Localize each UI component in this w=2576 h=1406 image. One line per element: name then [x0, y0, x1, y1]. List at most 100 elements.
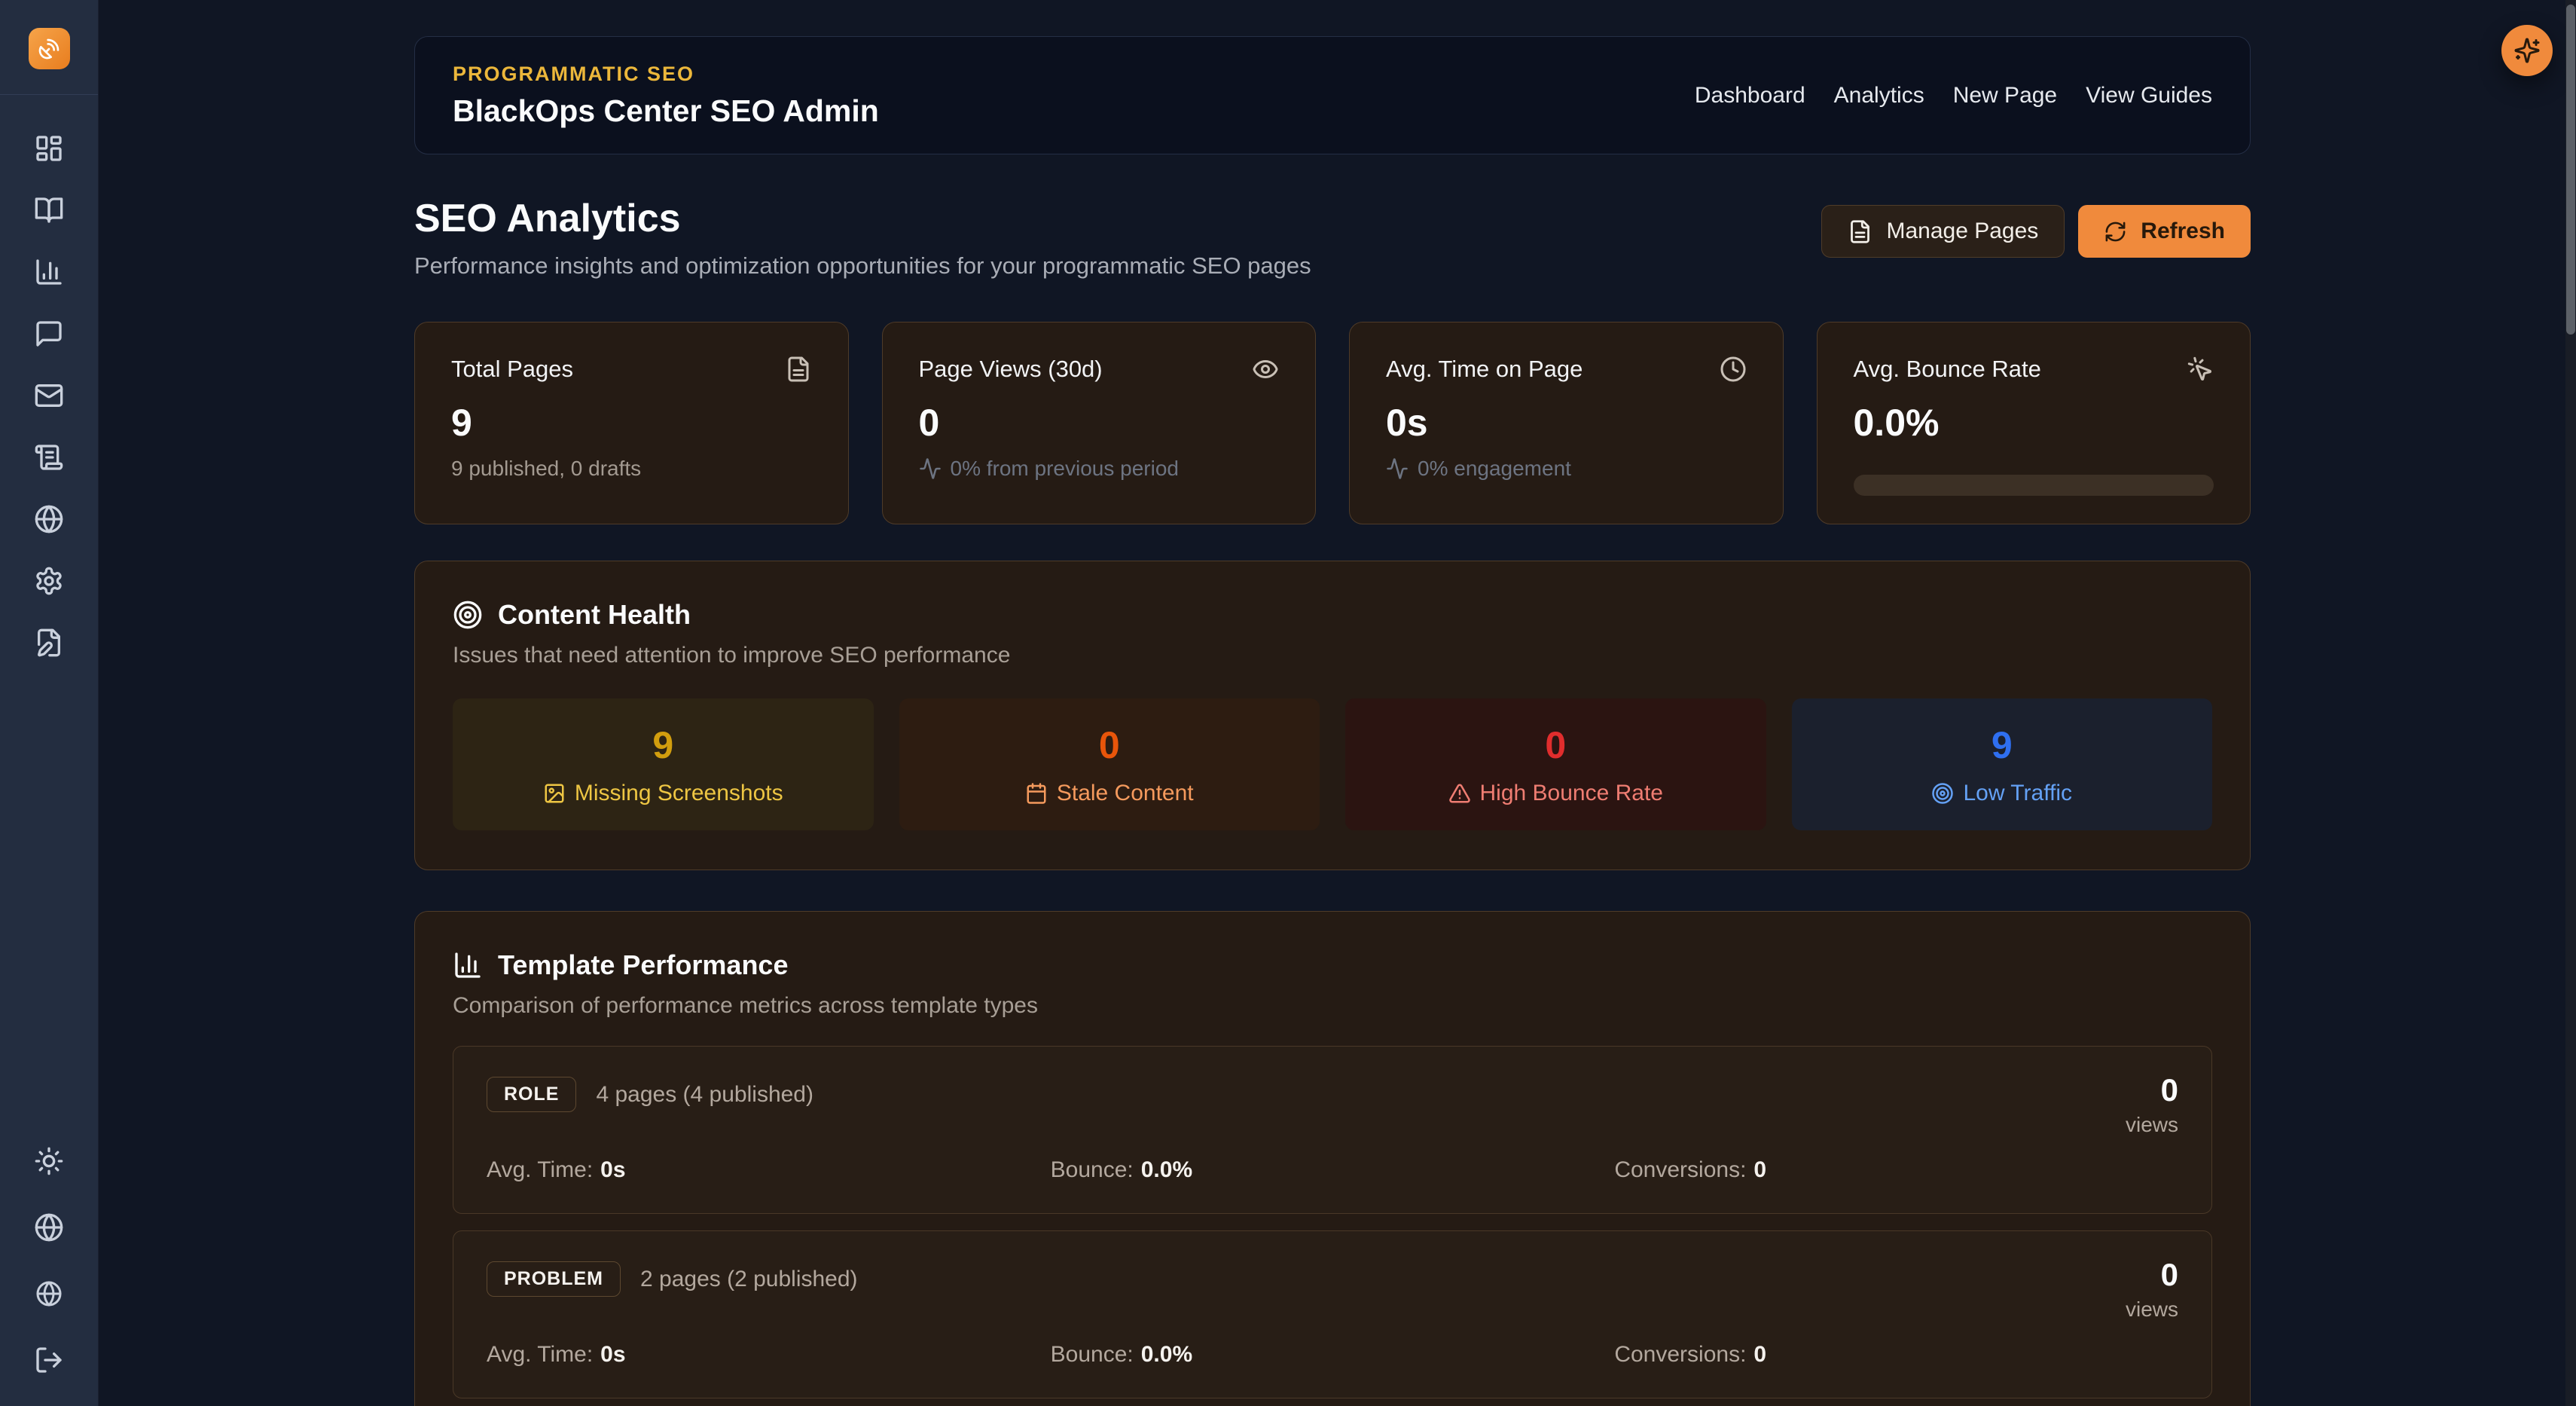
language-button[interactable]: [33, 1212, 65, 1243]
calendar-icon: [1027, 782, 1046, 804]
metric-conversions: Conversions: 0: [1614, 1157, 1767, 1183]
stat-sub: 0% engagement: [1386, 457, 1747, 481]
app-eyebrow: PROGRAMMATIC SEO: [453, 62, 694, 85]
metric-conversions: Conversions: 0: [1614, 1342, 1767, 1368]
eye-icon: [1253, 360, 1278, 379]
sidebar-item-settings[interactable]: [33, 565, 65, 597]
template-badge: ROLE: [487, 1077, 577, 1113]
gear-icon: [36, 567, 62, 595]
header-nav: Dashboard Analytics New Page View Guides: [1695, 83, 2212, 109]
chart-column-icon: [36, 259, 62, 285]
nav-new-page[interactable]: New Page: [1952, 82, 2058, 108]
section-subtitle: Issues that need attention to improve SE…: [453, 643, 1011, 668]
file-pen-icon: [38, 628, 61, 657]
page-title-block: SEO Analytics Performance insights and o…: [414, 197, 1311, 280]
sidebar-nav: [33, 133, 65, 659]
template-views: 0 views: [2126, 1072, 2178, 1137]
sidebar-item-analytics[interactable]: [33, 256, 65, 288]
nav-dashboard[interactable]: Dashboard: [1694, 82, 1805, 108]
content-health-header: Content Health: [453, 599, 2212, 631]
refresh-button[interactable]: Refresh: [2078, 205, 2251, 258]
metric-bounce: Bounce: 0.0%: [1050, 1157, 1193, 1183]
sidebar-item-messages[interactable]: [33, 318, 65, 350]
refresh-icon: [2105, 222, 2126, 241]
tile-label: Low Traffic: [1931, 781, 2072, 806]
logout-button[interactable]: [33, 1344, 65, 1376]
stat-sub-text: 9 published, 0 drafts: [451, 457, 642, 481]
sidebar-item-mail[interactable]: [33, 380, 65, 411]
triangle-alert-icon: [1448, 784, 1470, 803]
mail-icon: [35, 384, 63, 407]
manage-pages-button[interactable]: Manage Pages: [1821, 205, 2065, 258]
template-performance-section: Template Performance Comparison of perfo…: [414, 911, 2251, 1406]
log-out-icon: [36, 1347, 62, 1373]
layout-dashboard-icon: [36, 136, 62, 161]
template-badge: PROBLEM: [487, 1261, 621, 1297]
ai-assistant-button[interactable]: [2501, 25, 2553, 76]
sidebar-item-domains[interactable]: [33, 503, 65, 535]
scroll-text-icon: [35, 445, 63, 470]
template-row-problem: PROBLEM 2 pages (2 published) 0 views Av…: [453, 1230, 2212, 1399]
sidebar-item-editor[interactable]: [33, 627, 65, 659]
target-icon: [1932, 782, 1954, 804]
manage-pages-label: Manage Pages: [1886, 219, 2039, 243]
stat-card-avg-time: Avg. Time on Page 0s 0% engagement: [1349, 322, 1784, 525]
page-actions: Manage Pages Refresh: [1821, 205, 2251, 258]
sidebar-item-guides[interactable]: [33, 194, 65, 226]
mouse-pointer-click-icon: [2187, 356, 2211, 381]
main-content: PROGRAMMATIC SEO BlackOps Center SEO Adm…: [414, 0, 2251, 1406]
nav-view-guides[interactable]: View Guides: [2086, 82, 2212, 108]
globe-icon: [35, 505, 63, 533]
template-metrics: Avg. Time: 0s Bounce: 0.0% Conversions: 0: [487, 1342, 2178, 1368]
content-health-section: Content Health Issues that need attentio…: [414, 561, 2251, 871]
stat-label: Avg. Bounce Rate: [1853, 356, 2041, 383]
page-subtitle: Performance insights and optimization op…: [414, 252, 1311, 280]
metric-bounce: Bounce: 0.0%: [1050, 1342, 1193, 1368]
scrollbar-track[interactable]: [2565, 0, 2576, 1406]
section-subtitle: Comparison of performance metrics across…: [453, 993, 1038, 1019]
tile-value: 0: [1545, 723, 1567, 766]
clock-icon: [1720, 356, 1745, 382]
sidebar-footer: [33, 1145, 65, 1376]
file-text-icon: [1851, 219, 1870, 243]
tile-value: 0: [1098, 723, 1120, 766]
section-title: Template Performance: [498, 949, 789, 981]
stat-label: Page Views (30d): [918, 356, 1103, 383]
page-title: SEO Analytics: [414, 197, 681, 240]
file-text-icon: [788, 356, 808, 382]
health-tile-high-bounce: 0 High Bounce Rate: [1345, 698, 1766, 831]
app-logo[interactable]: [28, 28, 70, 69]
tile-label-text: High Bounce Rate: [1479, 780, 1664, 805]
stat-sub-text: 0% engagement: [1418, 457, 1571, 481]
health-tile-stale-content: 0 Stale Content: [899, 698, 1320, 831]
template-performance-header: Template Performance: [453, 949, 2212, 981]
health-tile-missing-screenshots: 9 Missing Screenshots: [453, 698, 874, 831]
stat-card-total-pages: Total Pages 9 9 published, 0 drafts: [414, 322, 849, 525]
sidebar-item-scroll[interactable]: [33, 442, 65, 473]
template-views: 0 views: [2126, 1257, 2178, 1322]
nav-analytics[interactable]: Analytics: [1833, 82, 1924, 108]
globe-icon: [35, 1213, 63, 1242]
tile-label-text: Stale Content: [1056, 780, 1194, 805]
scrollbar-thumb[interactable]: [2566, 5, 2575, 335]
views-value: 0: [2160, 1072, 2178, 1108]
stat-value: 9: [451, 402, 472, 445]
stat-sub: 9 published, 0 drafts: [451, 457, 812, 481]
app-title: BlackOps Center SEO Admin: [453, 93, 879, 128]
page-title-row: SEO Analytics Performance insights and o…: [414, 197, 2251, 280]
health-tile-low-traffic: 9 Low Traffic: [1791, 698, 2212, 831]
site-button[interactable]: [33, 1278, 65, 1310]
stat-label: Total Pages: [451, 356, 573, 383]
stat-sub-text: 0% from previous period: [950, 457, 1179, 481]
sidebar: [0, 0, 99, 1406]
template-row-top: PROBLEM 2 pages (2 published): [487, 1261, 2178, 1297]
tile-label: Stale Content: [1025, 781, 1194, 806]
message-square-icon: [36, 321, 62, 347]
stat-value: 0.0%: [1853, 402, 1940, 445]
theme-toggle-button[interactable]: [33, 1145, 65, 1177]
sidebar-item-dashboard[interactable]: [33, 133, 65, 164]
bounce-progress-track: [1853, 475, 2214, 497]
metric-avg-time: Avg. Time: 0s: [487, 1157, 626, 1183]
views-caption: views: [2125, 1113, 2178, 1137]
